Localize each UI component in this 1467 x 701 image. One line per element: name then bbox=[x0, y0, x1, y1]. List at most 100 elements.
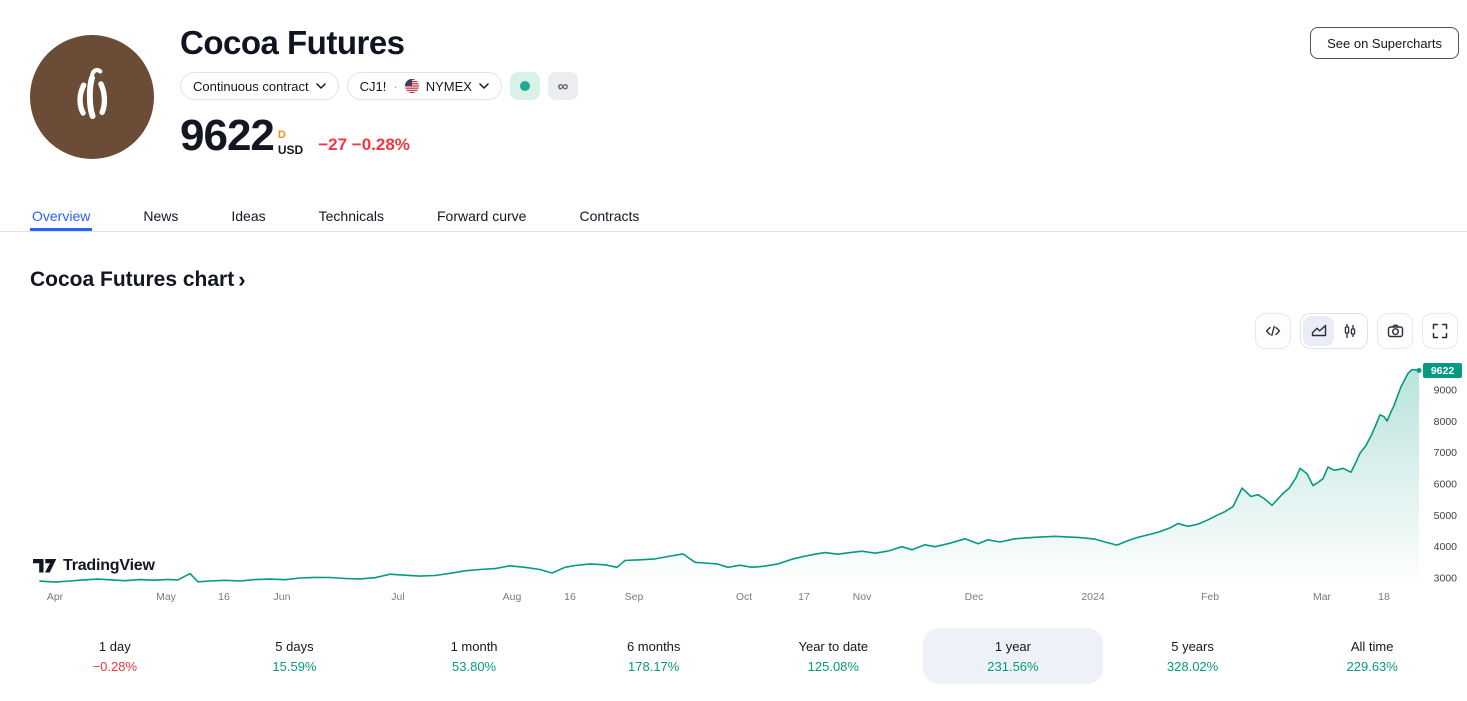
range-5-days[interactable]: 5 days 15.59% bbox=[205, 628, 385, 684]
y-axis-label: 4000 bbox=[1434, 541, 1458, 553]
x-axis-label: Apr bbox=[47, 591, 64, 603]
range-label: Year to date bbox=[798, 638, 869, 654]
page-title: Cocoa Futures bbox=[180, 24, 405, 61]
chart-section-title: Cocoa Futures chart bbox=[30, 268, 235, 291]
y-axis-label: 8000 bbox=[1434, 416, 1458, 428]
range-change: 229.63% bbox=[1346, 658, 1398, 674]
x-axis-label: 18 bbox=[1378, 591, 1390, 603]
range-1-day[interactable]: 1 day −0.28% bbox=[25, 628, 205, 684]
snapshot-button[interactable] bbox=[1377, 313, 1413, 349]
price-line bbox=[39, 368, 1420, 583]
chevron-down-icon bbox=[479, 83, 489, 89]
range-change: 53.80% bbox=[452, 658, 497, 674]
chart-style-switch bbox=[1300, 313, 1368, 349]
last-price-tag bbox=[1423, 363, 1462, 378]
range-6-months[interactable]: 6 months 178.17% bbox=[564, 628, 744, 684]
range-label: 1 year bbox=[994, 638, 1031, 654]
market-open-indicator[interactable] bbox=[509, 72, 540, 100]
area-chart-button[interactable] bbox=[1303, 316, 1334, 346]
tradingview-logo-icon bbox=[33, 558, 57, 572]
range-5-years[interactable]: 5 years 328.02% bbox=[1103, 628, 1283, 684]
range-label: 1 day bbox=[98, 638, 131, 654]
exchange-label: NYMEX bbox=[425, 78, 472, 94]
separator-dot: · bbox=[393, 78, 398, 94]
currency-label: USD bbox=[277, 142, 304, 157]
tab-bar: Overview News Ideas Technicals Forward c… bbox=[0, 199, 1467, 232]
symbol-label: CJ1! bbox=[359, 78, 387, 94]
contract-type-label: Continuous contract bbox=[193, 78, 309, 94]
x-axis-label: Sep bbox=[625, 591, 644, 603]
x-axis-label: Oct bbox=[736, 591, 752, 603]
x-axis-label: Mar bbox=[1313, 591, 1332, 603]
range-1-year[interactable]: 1 year 231.56% bbox=[923, 628, 1103, 684]
symbol-controls: Continuous contract CJ1! · bbox=[180, 72, 578, 100]
embed-code-button[interactable] bbox=[1255, 313, 1291, 349]
x-axis-label: Nov bbox=[853, 591, 872, 603]
range-label: 5 days bbox=[275, 638, 314, 654]
range-change: 328.02% bbox=[1166, 658, 1219, 674]
tradingview-watermark[interactable]: TradingView bbox=[33, 557, 155, 575]
tab-overview[interactable]: Overview bbox=[30, 199, 93, 231]
last-price-tag-label: 9622 bbox=[1431, 365, 1455, 377]
range-all-time[interactable]: All time 229.63% bbox=[1282, 628, 1462, 684]
camera-icon bbox=[1387, 324, 1403, 338]
range-change: 178.17% bbox=[628, 658, 680, 674]
chart-toolbar bbox=[1255, 313, 1458, 349]
green-dot-icon bbox=[519, 81, 530, 91]
x-axis-label: Dec bbox=[965, 591, 984, 603]
see-on-supercharts-button[interactable]: See on Supercharts bbox=[1310, 27, 1459, 59]
range-label: 5 years bbox=[1171, 638, 1214, 654]
range-label: All time bbox=[1350, 638, 1394, 654]
y-axis-label: 3000 bbox=[1434, 573, 1458, 585]
chart-section-link[interactable]: Cocoa Futures chart › bbox=[30, 268, 246, 292]
range-change: 231.56% bbox=[987, 658, 1039, 674]
contract-type-dropdown[interactable]: Continuous contract bbox=[180, 72, 339, 100]
y-axis-label: 9000 bbox=[1434, 385, 1458, 397]
candlestick-chart-button[interactable] bbox=[1334, 316, 1365, 346]
extended-hours-indicator[interactable]: ∞ bbox=[547, 72, 578, 100]
range-change: 125.08% bbox=[807, 658, 859, 674]
time-range-bar: 1 day −0.28% 5 days 15.59% 1 month 53.80% 6… bbox=[25, 628, 1462, 684]
tradingview-logo-text: TradingView bbox=[63, 557, 155, 574]
last-price-dot bbox=[1416, 368, 1422, 373]
x-axis-label: 16 bbox=[564, 591, 576, 603]
range-year-to-date[interactable]: Year to date 125.08% bbox=[744, 628, 924, 684]
x-axis-label: 16 bbox=[218, 591, 230, 603]
last-price: 9622 bbox=[180, 111, 275, 160]
cocoa-pod-icon bbox=[77, 68, 108, 119]
y-axis-label: 7000 bbox=[1434, 447, 1458, 459]
chevron-right-icon: › bbox=[238, 267, 246, 293]
x-axis-label: 17 bbox=[798, 591, 810, 603]
price-chart[interactable]: 9000 8000 7000 6000 5000 4000 3000 Apr May 16 Jun J… bbox=[0, 360, 1467, 606]
candlestick-icon bbox=[1344, 324, 1355, 338]
tab-contracts[interactable]: Contracts bbox=[577, 199, 641, 231]
code-icon bbox=[1265, 325, 1281, 337]
fullscreen-button[interactable] bbox=[1422, 313, 1458, 349]
x-axis-label: Feb bbox=[1201, 591, 1219, 603]
x-axis-label: 2024 bbox=[1081, 591, 1105, 603]
tab-technicals[interactable]: Technicals bbox=[317, 199, 386, 231]
y-axis-label: 6000 bbox=[1434, 479, 1458, 491]
price-block: 9622 D USD −27 −0.28% bbox=[180, 114, 578, 158]
range-change: 15.59% bbox=[272, 658, 317, 674]
timeframe-badge: D bbox=[277, 129, 286, 142]
x-axis-label: Aug bbox=[503, 591, 522, 603]
chart-canvas[interactable]: 9000 8000 7000 6000 5000 4000 3000 Apr May 16 Jun J… bbox=[0, 360, 1467, 606]
x-axis-label: Jul bbox=[391, 591, 404, 603]
range-change: −0.28% bbox=[92, 658, 138, 674]
area-fill bbox=[40, 369, 1419, 585]
tab-news[interactable]: News bbox=[141, 199, 180, 231]
tab-forward-curve[interactable]: Forward curve bbox=[435, 199, 528, 231]
tab-ideas[interactable]: Ideas bbox=[229, 199, 267, 231]
area-chart-icon bbox=[1311, 324, 1326, 337]
symbol-exchange-dropdown[interactable]: CJ1! · NYMEX bbox=[346, 72, 502, 100]
symbol-logo bbox=[30, 35, 154, 159]
x-axis-label: May bbox=[156, 591, 177, 603]
range-label: 1 month bbox=[450, 638, 498, 654]
us-flag-icon bbox=[404, 79, 419, 93]
price-change: −27 −0.28% bbox=[318, 135, 410, 154]
range-label: 6 months bbox=[626, 638, 681, 654]
chevron-down-icon bbox=[315, 83, 326, 89]
x-axis-label: Jun bbox=[274, 591, 291, 603]
range-1-month[interactable]: 1 month 53.80% bbox=[384, 628, 564, 684]
